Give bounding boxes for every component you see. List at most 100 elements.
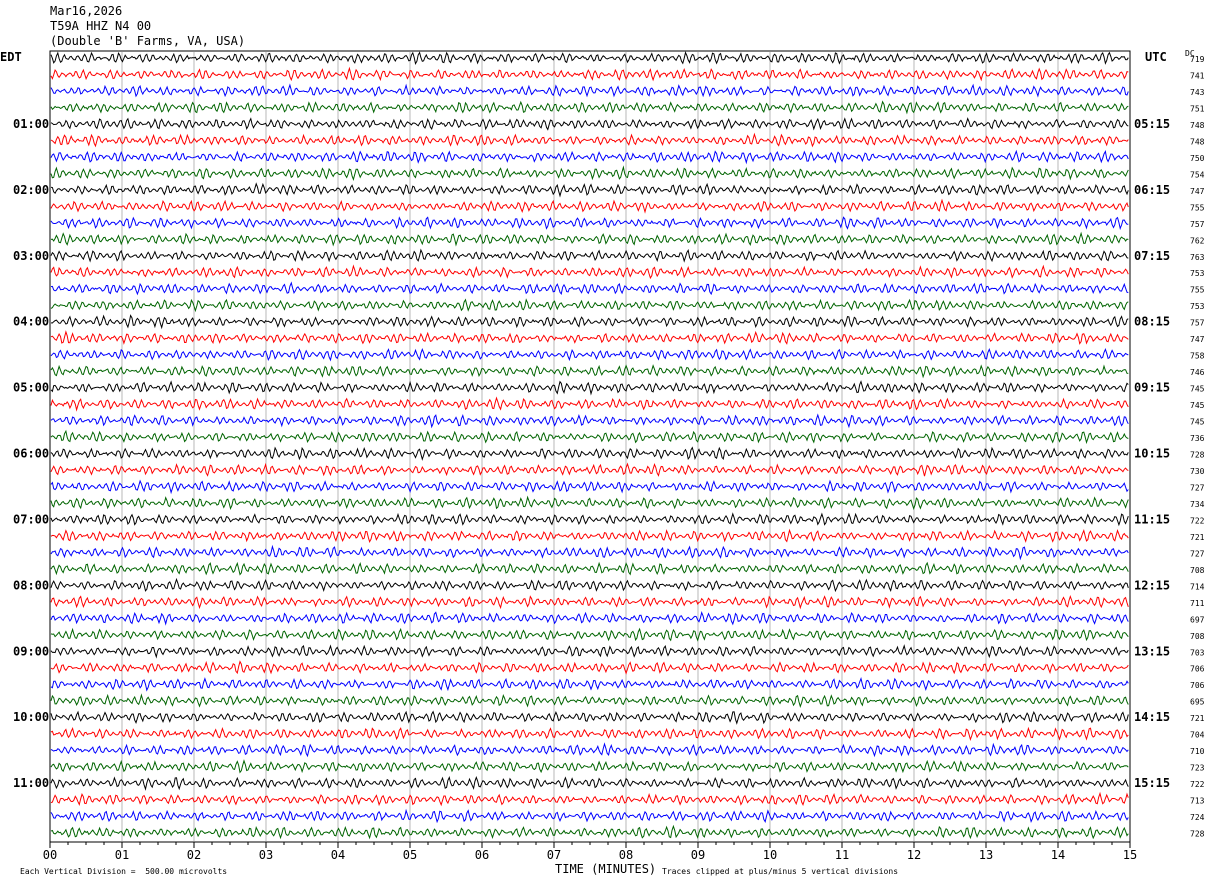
dc-offset-value: 755 [1190, 286, 1205, 295]
dc-offset-value: 721 [1190, 533, 1205, 542]
left-hour-label: 06:00 [13, 447, 49, 461]
right-hour-label: 05:15 [1134, 117, 1170, 131]
x-tick-label: 03 [259, 848, 273, 862]
dc-offset-value: 762 [1190, 236, 1205, 245]
trace-line [50, 83, 1129, 98]
left-hour-label: 03:00 [13, 249, 49, 263]
right-hour-label: 10:15 [1134, 447, 1170, 461]
dc-offset-value: 728 [1190, 451, 1205, 460]
dc-offset-value: 747 [1190, 187, 1205, 196]
trace-line [50, 100, 1129, 115]
trace-line [50, 462, 1129, 477]
trace-line [50, 644, 1129, 659]
dc-offset-value: 741 [1190, 71, 1205, 80]
trace-line [50, 742, 1129, 758]
dc-offset-value: 748 [1190, 121, 1205, 130]
x-tick-label: 02 [187, 848, 201, 862]
dc-offset-value: 719 [1190, 55, 1205, 64]
x-tick-label: 10 [763, 848, 777, 862]
trace-line [50, 710, 1129, 725]
trace-line [50, 808, 1129, 824]
trace-line [50, 396, 1129, 412]
dc-offset-value: 711 [1190, 599, 1205, 608]
dc-offset-value: 750 [1190, 154, 1205, 163]
trace-line [50, 479, 1129, 495]
trace-line [50, 594, 1129, 610]
trace-line [50, 693, 1129, 709]
dc-offset-header: DC [1185, 49, 1195, 58]
trace-line [50, 182, 1129, 198]
x-tick-label: 11 [835, 848, 849, 862]
trace-line [50, 512, 1129, 527]
x-tick-label: 04 [331, 848, 345, 862]
dc-offset-value: 713 [1190, 797, 1205, 806]
trace-line [50, 660, 1129, 675]
right-hour-label: 06:15 [1134, 183, 1170, 197]
trace-line [50, 231, 1129, 247]
left-hour-label: 02:00 [13, 183, 49, 197]
x-tick-label: 06 [475, 848, 489, 862]
dc-offset-value: 721 [1190, 714, 1205, 723]
x-tick-label: 00 [43, 848, 57, 862]
dc-offset-value: 734 [1190, 500, 1205, 509]
trace-line [50, 446, 1129, 461]
trace-line [50, 198, 1129, 214]
dc-offset-value: 745 [1190, 401, 1205, 410]
left-hour-label: 09:00 [13, 644, 49, 658]
x-tick-label: 13 [979, 848, 993, 862]
dc-offset-value: 695 [1190, 698, 1205, 707]
right-hour-label: 11:15 [1134, 512, 1170, 526]
dc-offset-value: 728 [1190, 830, 1205, 839]
x-tick-label: 05 [403, 848, 417, 862]
trace-line [50, 364, 1129, 379]
trace-line [50, 759, 1129, 774]
x-tick-label: 08 [619, 848, 633, 862]
right-hour-label: 08:15 [1134, 315, 1170, 329]
trace-line [50, 611, 1129, 626]
clip-note: Traces clipped at plus/minus 5 vertical … [662, 867, 899, 876]
x-tick-label: 12 [907, 848, 921, 862]
trace-line [50, 132, 1129, 148]
dc-offset-value: 757 [1190, 319, 1205, 328]
x-tick-label: 07 [547, 848, 561, 862]
trace-line [50, 117, 1129, 131]
dc-offset-value: 743 [1190, 88, 1205, 97]
right-hour-label: 14:15 [1134, 710, 1170, 724]
scale-note: Each Vertical Division = 500.00 microvol… [20, 867, 228, 876]
trace-line [50, 495, 1129, 511]
trace-line [50, 429, 1129, 445]
trace-line [50, 314, 1129, 330]
dc-offset-value: 746 [1190, 368, 1205, 377]
trace-line [50, 561, 1129, 576]
trace-line [50, 676, 1129, 692]
trace-line [50, 776, 1129, 791]
dc-offset-value: 722 [1190, 516, 1205, 525]
left-hour-label: 05:00 [13, 381, 49, 395]
trace-line [50, 281, 1129, 296]
dc-offset-value: 703 [1190, 648, 1205, 657]
trace-line [50, 380, 1129, 396]
dc-offset-value: 723 [1190, 764, 1205, 773]
dc-offset-value: 710 [1190, 747, 1205, 756]
dc-offset-value: 706 [1190, 681, 1205, 690]
trace-line [50, 726, 1129, 742]
left-hour-label: 04:00 [13, 315, 49, 329]
trace-line [50, 544, 1129, 561]
dc-offset-value: 763 [1190, 253, 1205, 262]
left-hour-label: 11:00 [13, 776, 49, 790]
dc-offset-value: 745 [1190, 418, 1205, 427]
dc-offset-value: 748 [1190, 137, 1205, 146]
header-location: (Double 'B' Farms, VA, USA) [50, 34, 246, 48]
left-hour-label: 07:00 [13, 512, 49, 526]
trace-line [50, 66, 1129, 82]
header-station: T59A HHZ N4 00 [50, 19, 152, 33]
right-hour-label: 07:15 [1134, 249, 1170, 263]
x-tick-label: 01 [115, 848, 129, 862]
trace-line [50, 528, 1129, 543]
dc-offset-value: 730 [1190, 467, 1205, 476]
trace-line [50, 165, 1129, 182]
left-hour-label: 01:00 [13, 117, 49, 131]
dc-offset-value: 745 [1190, 385, 1205, 394]
trace-line [50, 149, 1129, 165]
trace-line [50, 824, 1129, 840]
